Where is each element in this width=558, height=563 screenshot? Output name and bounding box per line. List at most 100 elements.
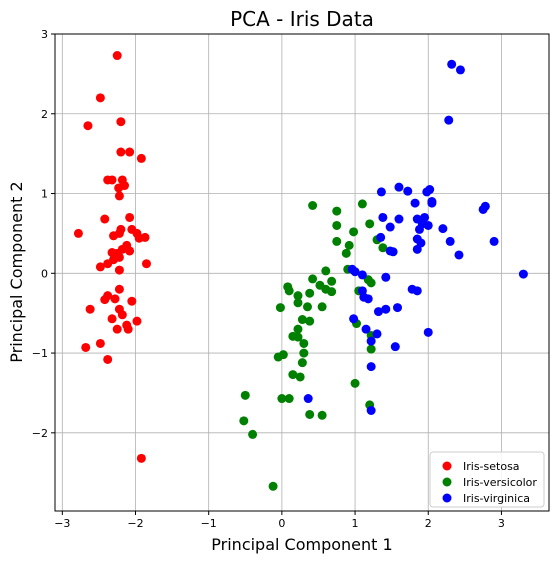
data-point bbox=[81, 342, 91, 352]
x-tick-label: 2 bbox=[425, 517, 432, 530]
x-tick-label: −1 bbox=[201, 517, 217, 530]
data-point bbox=[372, 329, 382, 339]
data-point bbox=[293, 332, 303, 342]
data-point bbox=[332, 206, 342, 216]
data-point bbox=[425, 185, 435, 195]
data-point bbox=[308, 274, 318, 284]
data-point bbox=[308, 200, 318, 210]
legend-marker bbox=[442, 493, 452, 503]
data-point bbox=[288, 370, 298, 380]
data-point bbox=[414, 224, 424, 234]
series-1 bbox=[239, 199, 388, 491]
data-point bbox=[445, 236, 455, 246]
y-axis-title: Principal Component 2 bbox=[7, 181, 26, 362]
grid-lines bbox=[55, 33, 549, 511]
legend-label: Iris-virginica bbox=[463, 492, 530, 505]
data-point bbox=[349, 227, 359, 237]
x-tick-label: 0 bbox=[278, 517, 285, 530]
data-point bbox=[518, 269, 528, 279]
x-tick-label: 3 bbox=[498, 517, 505, 530]
data-point bbox=[357, 270, 367, 280]
y-tick-label: 3 bbox=[41, 28, 48, 41]
data-point bbox=[136, 153, 146, 163]
data-point bbox=[293, 324, 303, 334]
chart-title: PCA - Iris Data bbox=[230, 7, 374, 31]
y-tick-label: −1 bbox=[32, 347, 48, 360]
series-0 bbox=[73, 51, 151, 463]
data-point bbox=[284, 286, 294, 296]
data-point bbox=[363, 294, 373, 304]
data-point bbox=[390, 342, 400, 352]
data-point bbox=[297, 358, 307, 368]
data-point bbox=[412, 286, 422, 296]
data-point bbox=[125, 212, 135, 222]
data-point bbox=[376, 187, 386, 197]
data-point bbox=[136, 453, 146, 463]
data-point bbox=[132, 316, 142, 326]
data-point bbox=[103, 291, 113, 301]
data-point bbox=[116, 117, 126, 127]
data-point bbox=[103, 354, 113, 364]
data-point bbox=[344, 240, 354, 250]
x-tick-label: 1 bbox=[352, 517, 359, 530]
data-point bbox=[305, 288, 315, 298]
data-point bbox=[297, 315, 307, 325]
data-point bbox=[95, 93, 105, 103]
data-point bbox=[366, 362, 376, 372]
data-point bbox=[303, 394, 313, 404]
data-point bbox=[284, 394, 294, 404]
data-point bbox=[125, 246, 135, 256]
y-tick-label: 0 bbox=[41, 267, 48, 280]
data-point bbox=[107, 314, 117, 324]
data-point bbox=[299, 338, 309, 348]
data-point bbox=[120, 181, 130, 191]
data-point bbox=[357, 199, 367, 209]
data-point bbox=[385, 222, 395, 232]
data-point bbox=[107, 175, 117, 185]
data-point bbox=[321, 266, 331, 276]
data-point bbox=[403, 186, 413, 196]
data-point bbox=[114, 228, 124, 238]
data-point bbox=[366, 278, 376, 288]
data-point bbox=[317, 302, 327, 312]
legend-marker bbox=[442, 461, 452, 471]
data-point bbox=[127, 296, 137, 306]
data-point bbox=[423, 327, 433, 337]
data-point bbox=[341, 248, 351, 258]
data-point bbox=[365, 219, 375, 229]
data-point bbox=[114, 191, 124, 201]
data-point bbox=[489, 236, 499, 246]
data-point bbox=[381, 304, 391, 314]
data-point bbox=[332, 236, 342, 246]
data-point bbox=[332, 220, 342, 230]
data-point bbox=[83, 121, 93, 131]
data-point bbox=[275, 303, 285, 313]
legend: Iris-setosa Iris-versicolor Iris-virginica bbox=[429, 451, 545, 508]
data-point bbox=[376, 232, 386, 242]
axis-ticks: −3 −2 −1 0 1 2 3 −2 −1 0 1 2 3 bbox=[32, 28, 505, 530]
legend-box bbox=[429, 451, 545, 508]
y-tick-label: −2 bbox=[32, 427, 48, 440]
data-point bbox=[444, 115, 454, 125]
data-point bbox=[317, 410, 327, 420]
series-2 bbox=[303, 59, 528, 415]
data-point bbox=[116, 147, 126, 157]
data-point bbox=[378, 212, 388, 222]
legend-marker bbox=[442, 477, 452, 487]
data-point bbox=[114, 284, 124, 294]
data-point bbox=[454, 250, 464, 260]
x-axis-title: Principal Component 1 bbox=[211, 535, 392, 554]
data-point bbox=[125, 147, 135, 157]
data-point bbox=[366, 344, 376, 354]
data-point bbox=[393, 303, 403, 313]
data-point bbox=[73, 228, 83, 238]
data-point bbox=[373, 307, 383, 317]
data-point bbox=[378, 243, 388, 253]
data-point bbox=[305, 409, 315, 419]
data-point bbox=[239, 416, 249, 426]
legend-label: Iris-setosa bbox=[463, 460, 520, 473]
data-point bbox=[381, 272, 391, 282]
x-tick-label: −2 bbox=[127, 517, 143, 530]
data-point bbox=[117, 310, 127, 320]
data-point bbox=[293, 298, 303, 308]
